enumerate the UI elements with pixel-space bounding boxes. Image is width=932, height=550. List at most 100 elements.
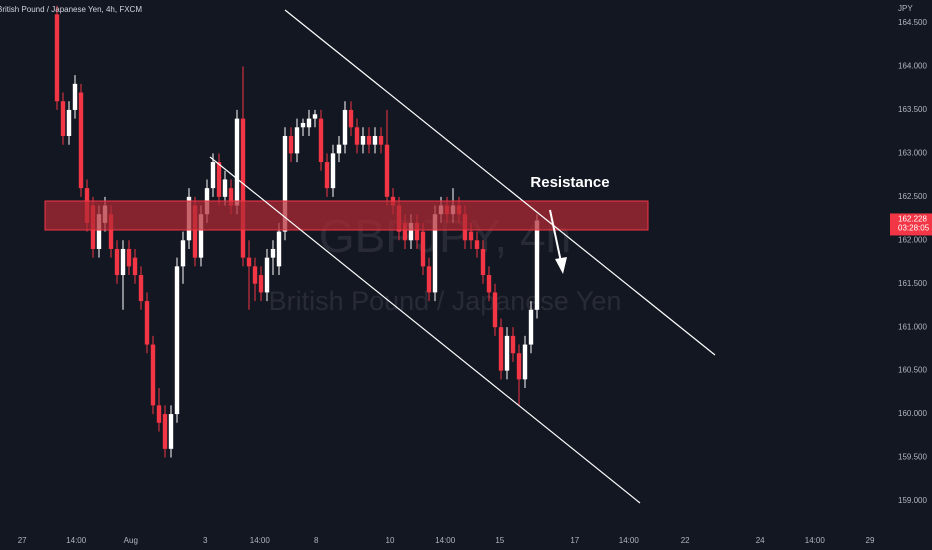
y-tick-label: 163.500 — [898, 105, 927, 114]
candle-body — [114, 248, 120, 276]
candle-body — [264, 257, 270, 293]
x-tick-label: 24 — [756, 536, 765, 545]
x-tick-label: 17 — [570, 536, 579, 545]
candle-body — [108, 214, 114, 249]
candle-body — [330, 153, 336, 189]
price-tag — [890, 213, 932, 236]
candle-body — [510, 335, 516, 354]
x-tick-label: 14:00 — [435, 536, 456, 545]
candle-body — [234, 118, 240, 206]
candle-body — [414, 222, 420, 241]
candle-body — [252, 266, 258, 284]
x-tick-label: 8 — [314, 536, 319, 545]
candle-body — [66, 109, 72, 136]
y-tick-label: 164.000 — [898, 62, 927, 71]
candle-body — [96, 214, 102, 249]
candle-body — [306, 118, 312, 128]
x-tick-label: 10 — [386, 536, 395, 545]
candle-body — [240, 118, 246, 258]
x-tick-label: 3 — [203, 536, 208, 545]
y-tick-label: 160.500 — [898, 366, 927, 375]
x-axis: 27 14:00 Aug 3 14:00 8 10 14:00 15 17 14:00 22 24 14:… — [18, 536, 875, 545]
candle-body — [246, 257, 252, 267]
candle-body — [174, 266, 180, 415]
y-tick-label: 163.000 — [898, 148, 927, 157]
candle-body — [138, 275, 144, 302]
candle-body — [180, 240, 186, 267]
candle-body — [294, 127, 300, 154]
candle-body — [132, 257, 138, 276]
candle-body — [342, 109, 348, 145]
candle-body — [348, 109, 354, 128]
candle-body — [156, 405, 162, 423]
arrow-head — [555, 257, 567, 274]
candle-body — [72, 83, 78, 110]
x-tick-label: Aug — [124, 536, 138, 545]
candle-body — [162, 414, 168, 449]
candle-body — [426, 266, 432, 293]
candle-body — [222, 179, 228, 197]
candle-body — [486, 275, 492, 293]
annotation: Resistance — [530, 174, 609, 191]
candle-body — [270, 248, 276, 258]
candle-body — [492, 292, 498, 328]
candle-body — [534, 220, 540, 310]
y-axis: 159.000 159.500 160.000 160.500 161.000 161.5… — [898, 18, 927, 505]
watermark-subtitle: British Pound / Japanese Yen — [269, 286, 622, 316]
candle-body — [282, 135, 288, 232]
y-tick-label: 162.500 — [898, 192, 927, 201]
y-tick-label: 162.000 — [898, 235, 927, 244]
candle-body — [474, 240, 480, 249]
x-tick-label: 14:00 — [250, 536, 271, 545]
y-tick-label: 159.000 — [898, 496, 927, 505]
candle-body — [258, 275, 264, 293]
candle-body — [150, 344, 156, 406]
candle-body — [78, 92, 84, 189]
candle-body — [288, 135, 294, 154]
trend-line-lower — [209, 156, 641, 504]
candle-body — [168, 414, 174, 449]
candle-body — [198, 214, 204, 258]
candle-body — [366, 135, 372, 145]
candle-body — [360, 135, 366, 145]
candle-body — [432, 214, 438, 293]
x-tick-label: 22 — [681, 536, 690, 545]
x-tick-label: 29 — [866, 536, 875, 545]
candle-body — [60, 101, 66, 136]
candle-body — [318, 118, 324, 163]
candle-body — [504, 335, 510, 371]
candle-body — [300, 122, 306, 128]
trend-line-upper — [284, 9, 716, 356]
candle-body — [378, 135, 384, 145]
candle-body — [384, 144, 390, 197]
candle-body — [468, 231, 474, 241]
x-tick-label: 15 — [495, 536, 504, 545]
candle-body — [216, 162, 222, 197]
arrow-shaft — [549, 209, 562, 263]
candle-body — [144, 301, 150, 345]
candle-body — [192, 205, 198, 258]
candle-body — [336, 144, 342, 154]
candle-body — [420, 231, 426, 267]
candle-body — [516, 353, 522, 380]
candle-body — [210, 162, 216, 189]
candle-body — [498, 327, 504, 371]
price-tag-label: 162.228 — [898, 215, 927, 224]
candle-body — [372, 135, 378, 145]
x-tick-label: 27 — [18, 536, 27, 545]
y-tick-label: 160.000 — [898, 409, 927, 418]
candle-body — [54, 14, 60, 102]
y-tick-label: 161.000 — [898, 322, 927, 331]
y-tick-label: 164.500 — [898, 18, 927, 27]
candle-body — [276, 231, 282, 267]
x-tick-label: 14:00 — [805, 536, 826, 545]
candle-body — [402, 222, 408, 241]
candle-body — [528, 309, 534, 345]
chart-title: British Pound / Japanese Yen, 4h, FXCM — [0, 5, 142, 14]
candle-body — [120, 248, 126, 276]
candle-body — [480, 248, 486, 276]
candle-body — [408, 222, 414, 241]
countdown: 03:28:05 — [898, 224, 930, 233]
